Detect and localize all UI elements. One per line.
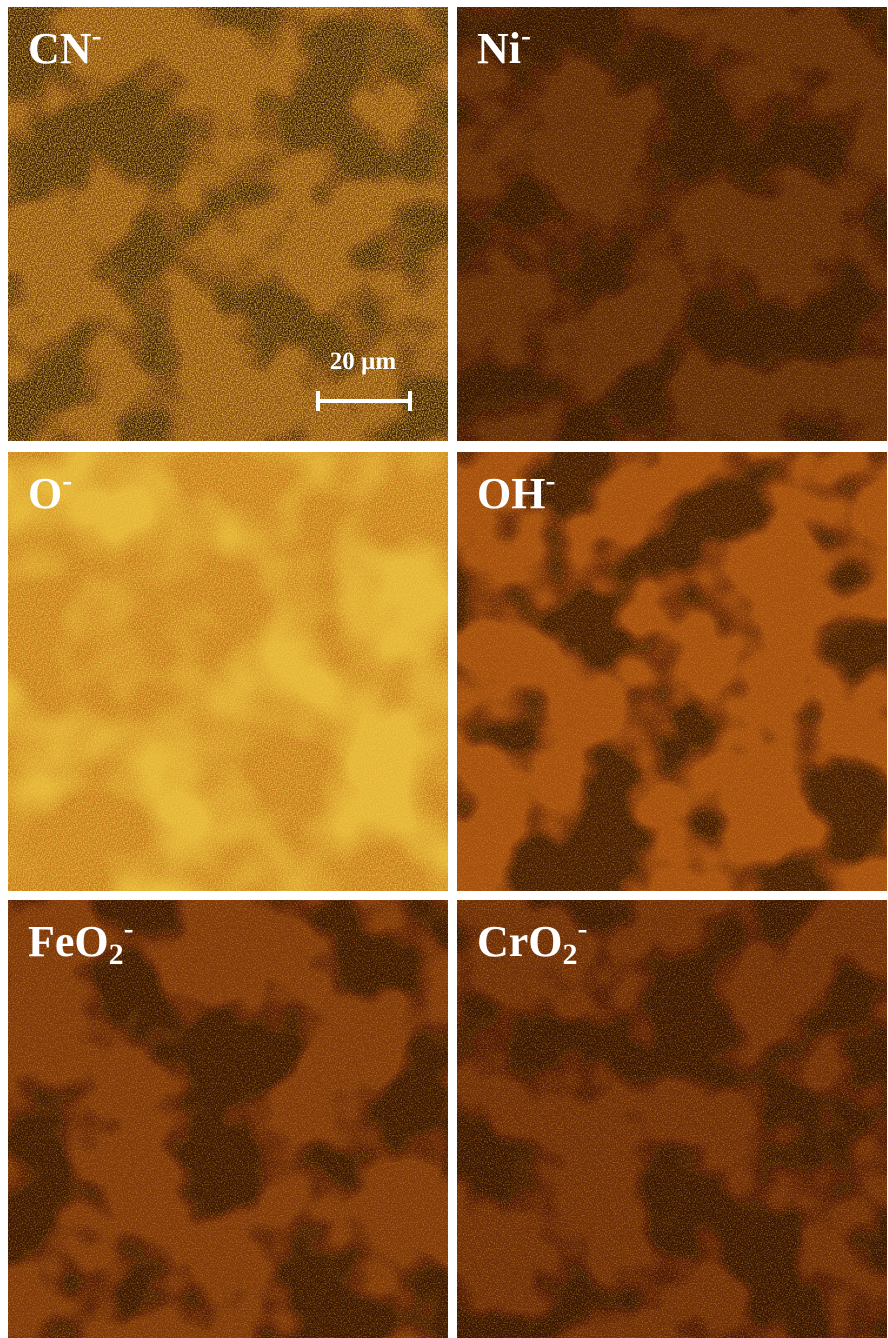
map-grain	[457, 900, 887, 1338]
label-subscript: 2	[563, 938, 578, 971]
map-grain	[8, 7, 448, 441]
label-base: CrO	[477, 917, 563, 966]
label-superscript: -	[545, 464, 555, 497]
label-base: O	[28, 469, 62, 518]
panel-label: CrO2-	[477, 912, 588, 971]
map-panel: Ni-	[457, 7, 887, 441]
map-panel: CN-	[8, 7, 448, 441]
map-grain	[8, 452, 448, 891]
label-base: Ni	[477, 24, 521, 73]
panel-label: CN-	[28, 19, 102, 73]
scale-bar	[316, 391, 412, 411]
panels: CN- Ni-O- OH-FeO2- CrO2-	[8, 7, 887, 1338]
map-panel: CrO2-	[457, 900, 887, 1338]
label-base: CN	[28, 24, 92, 73]
map-grain	[8, 900, 448, 1338]
panel-label: O-	[28, 464, 72, 518]
map-panel: OH-	[457, 452, 887, 891]
label-superscript: -	[62, 464, 72, 497]
panel-label: OH-	[477, 464, 555, 518]
scale-bar-label: 20 µm	[330, 348, 397, 375]
map-grain	[457, 7, 887, 441]
label-base: FeO	[28, 917, 109, 966]
panel-label: Ni-	[477, 19, 531, 73]
panel-label: FeO2-	[28, 912, 134, 971]
label-superscript: -	[92, 19, 102, 52]
label-superscript: -	[521, 19, 531, 52]
map-panel: FeO2-	[8, 900, 448, 1338]
map-grain	[457, 452, 887, 891]
label-subscript: 2	[109, 938, 124, 971]
label-superscript: -	[578, 912, 588, 945]
label-superscript: -	[124, 912, 134, 945]
label-base: OH	[477, 469, 545, 518]
map-panel: O-	[8, 452, 448, 891]
